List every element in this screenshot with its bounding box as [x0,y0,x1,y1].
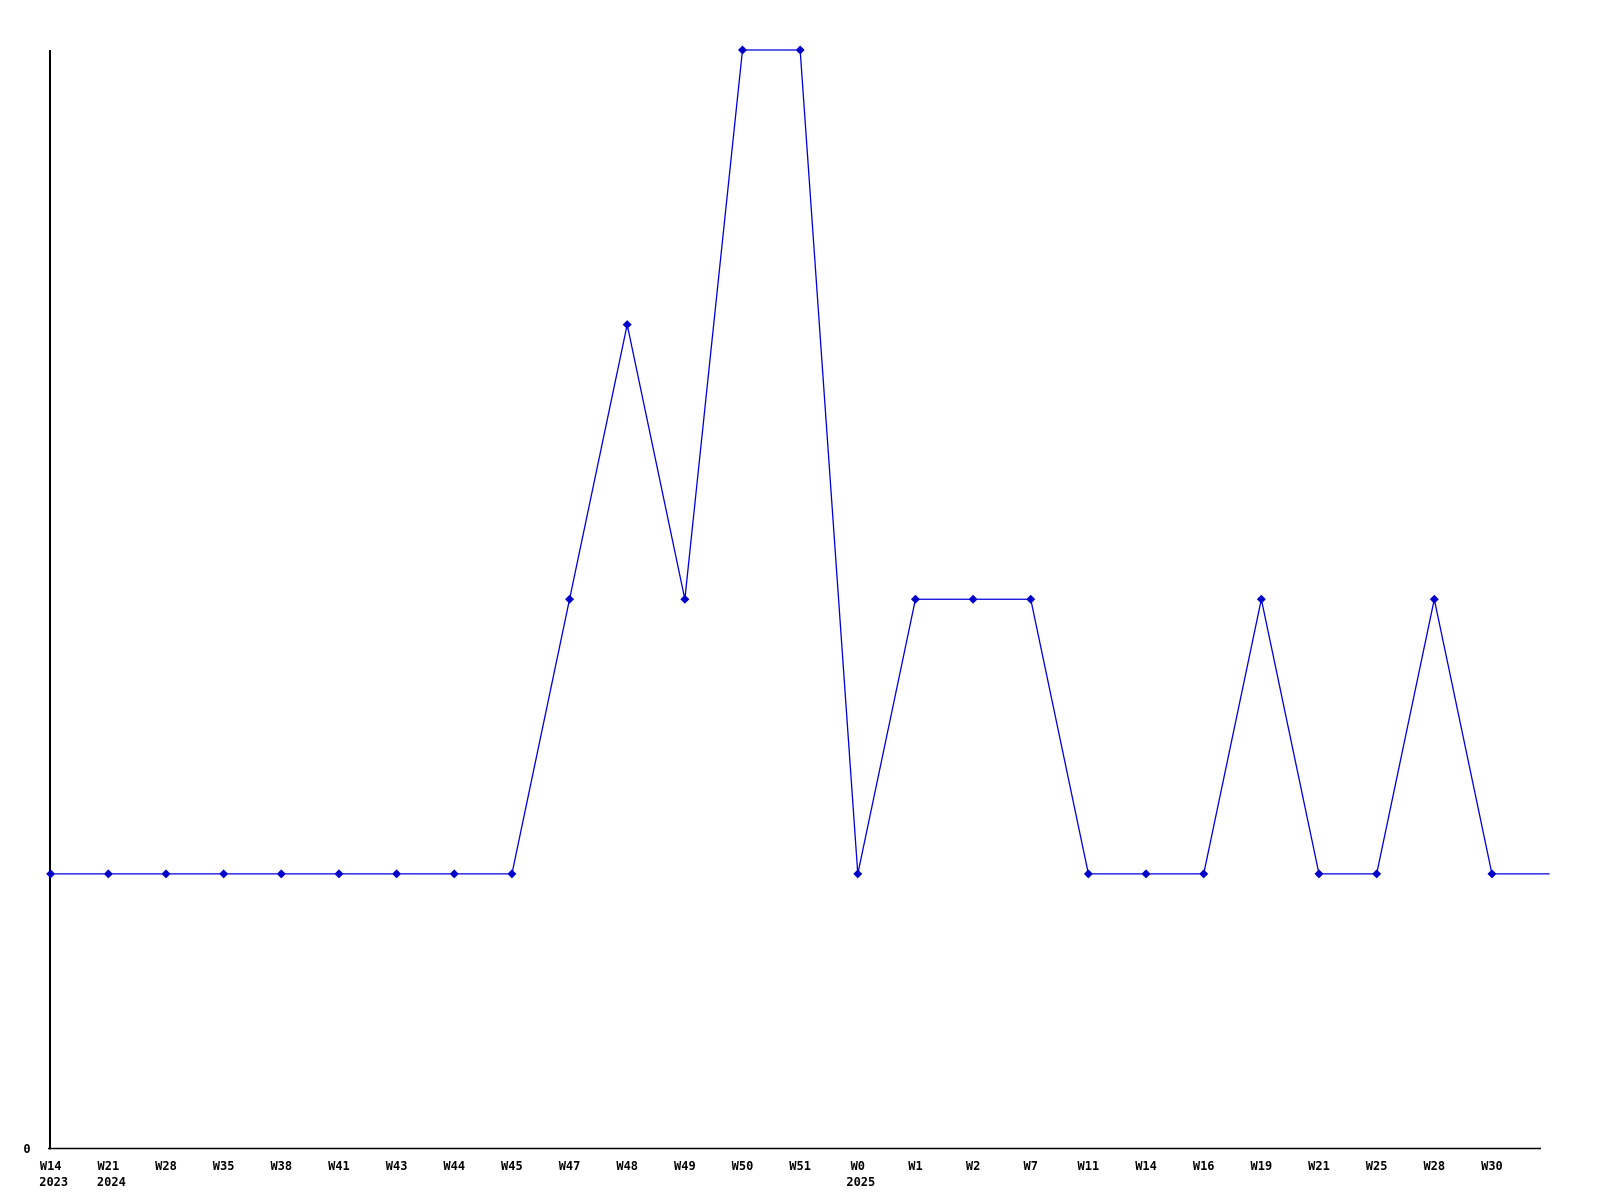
x-tick-week-label: W30 [1481,1159,1503,1173]
data-point-marker [161,869,171,879]
x-tick-year-label: 2024 [97,1175,126,1189]
x-tick-week-label: W1 [908,1159,922,1173]
x-tick-year-label: 2025 [846,1175,875,1189]
data-point-marker [1199,869,1209,879]
x-tick-week-label: W43 [386,1159,408,1173]
x-tick-week-label: W49 [674,1159,696,1173]
data-point-marker [103,869,113,879]
data-point-marker [219,869,229,879]
x-tick-week-label: W7 [1024,1159,1038,1173]
data-point-marker [334,869,344,879]
data-point-marker [1256,594,1266,604]
data-point-marker [680,594,690,604]
y-axis-zero-label: 0 [23,1142,30,1156]
x-tick-week-label: W25 [1366,1159,1388,1173]
data-point-marker [1487,869,1497,879]
x-tick-week-label: W50 [732,1159,754,1173]
data-point-marker [1083,869,1093,879]
x-tick-week-label: W28 [1423,1159,1445,1173]
data-point-marker [910,594,920,604]
x-tick-week-label: W19 [1251,1159,1273,1173]
x-tick-week-label: W44 [443,1159,465,1173]
x-tick-week-label: W28 [155,1159,177,1173]
x-tick-week-label: W14 [1135,1159,1157,1173]
data-point-marker [507,869,517,879]
x-tick-week-label: W21 [98,1159,120,1173]
data-point-marker [737,45,748,55]
data-point-marker [853,869,863,879]
x-tick-week-label: W16 [1193,1159,1215,1173]
data-point-marker [1314,869,1324,879]
x-tick-week-label: W48 [616,1159,638,1173]
x-tick-week-label: W11 [1078,1159,1100,1173]
x-tick-week-label: W2 [966,1159,980,1173]
x-tick-week-label: W35 [213,1159,235,1173]
data-point-marker [449,869,459,879]
data-line [50,49,1550,875]
data-point-marker [1429,594,1439,604]
data-point-marker [392,869,402,879]
data-point-marker [795,45,805,55]
data-point-marker [565,594,575,604]
data-point-marker [1372,869,1382,879]
x-tick-week-label: W14 [40,1159,62,1173]
x-tick-week-label: W21 [1308,1159,1330,1173]
x-tick-week-label: W45 [501,1159,523,1173]
data-point-marker [46,869,56,879]
data-point-marker [276,869,286,879]
x-tick-week-label: W47 [559,1159,581,1173]
x-tick-week-label: W41 [328,1159,350,1173]
x-tick-week-label: W51 [789,1159,811,1173]
x-tick-week-label: W0 [851,1159,865,1173]
data-point-marker [968,594,978,604]
x-tick-year-label: 2023 [39,1175,68,1189]
data-point-marker [1141,869,1151,879]
data-point-marker [1026,594,1036,604]
x-tick-week-label: W38 [270,1159,292,1173]
data-point-marker [622,320,632,330]
